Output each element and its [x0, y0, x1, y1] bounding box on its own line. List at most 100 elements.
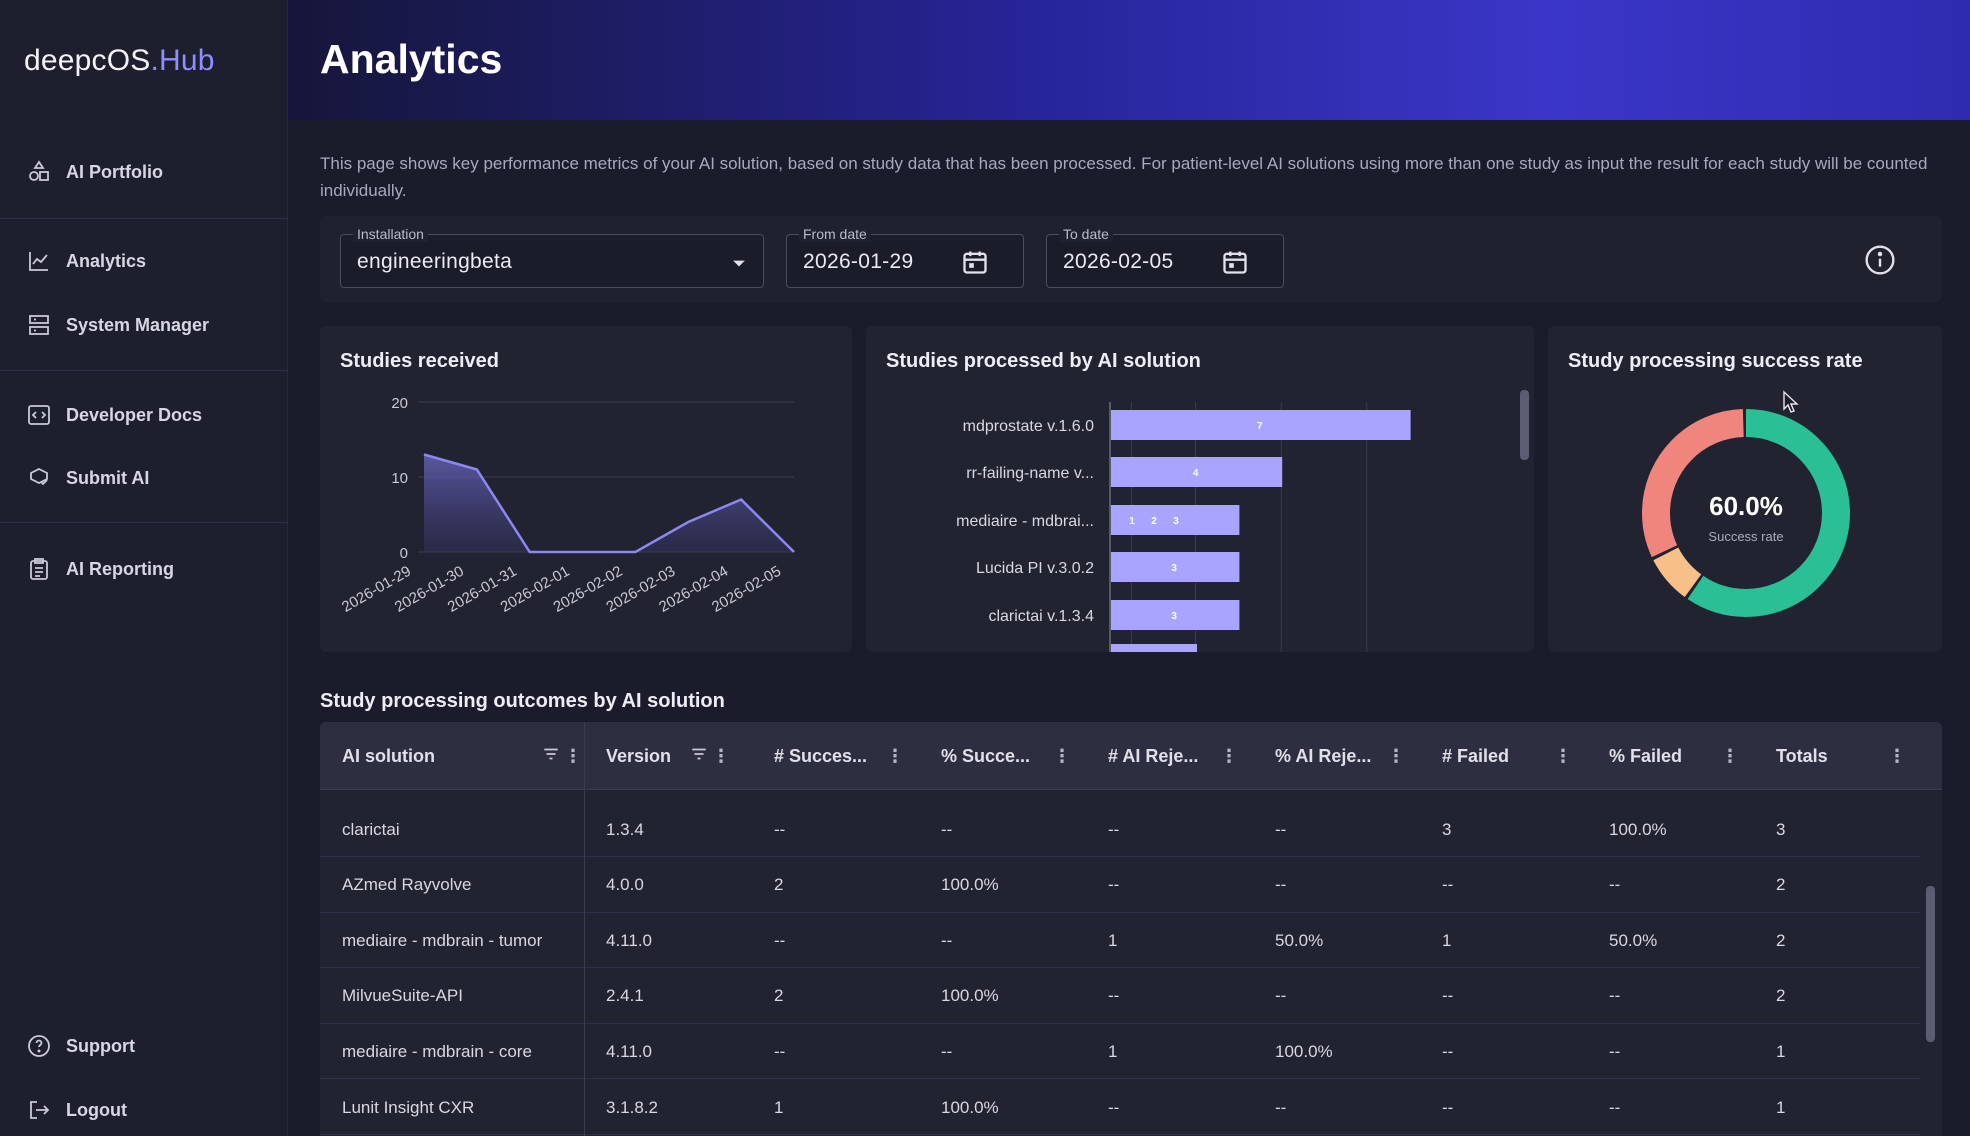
studies-processed-chart: mdprostate v.1.6.0 7 rr-failing-name v... 4…: [956, 402, 1411, 652]
studies-received-card: Studies received 0 10 20 2026-01-29 2026-01-…: [320, 326, 852, 652]
bar-value-label: 1: [1129, 516, 1135, 527]
page-description: This page shows key performance metrics …: [320, 154, 1928, 200]
cell-version: 1.3.4: [606, 819, 644, 839]
nav-divider: [0, 522, 288, 523]
sidebar-item-analytics[interactable]: Analytics: [0, 237, 288, 285]
bar[interactable]: [1111, 457, 1283, 487]
sidebar-item-label: Analytics: [66, 250, 147, 271]
bar-value-label: 3: [1171, 563, 1177, 574]
column-menu-icon[interactable]: ⋮: [1888, 745, 1906, 766]
table-row[interactable]: clarictai 1.3.4 -- -- -- -- 3 100.0% 3: [320, 802, 1920, 857]
logo-accent: .Hub: [150, 44, 215, 77]
table-row[interactable]: MilvueSuite-API 2.4.1 2 100.0% -- -- -- -- 2: [320, 969, 1920, 1024]
cell-failed-pct: 50.0%: [1609, 930, 1658, 950]
column-menu-icon[interactable]: ⋮: [1053, 745, 1071, 766]
column-menu-icon[interactable]: ⋮: [1554, 745, 1572, 766]
table-row[interactable]: mediaire - mdbrain - core 4.11.0 -- -- 1 100.…: [320, 1024, 1920, 1080]
table-header: AI solution ⋮ Version ⋮ # Succes... ⋮ % …: [320, 722, 1942, 790]
column-header-successes[interactable]: # Succes... ⋮: [774, 722, 904, 790]
info-icon[interactable]: [1864, 244, 1896, 276]
cell-ai-solution: clarictai: [342, 819, 400, 839]
calendar-icon[interactable]: [961, 248, 989, 276]
sidebar: deepcOS.Hub AI Portfolio Analytics Syste…: [0, 0, 288, 1136]
filter-icon[interactable]: [542, 745, 560, 768]
installation-label: Installation: [353, 226, 428, 242]
column-label: AI solution: [342, 745, 435, 766]
column-divider: [584, 790, 585, 1136]
bar[interactable]: [1111, 600, 1240, 630]
bar[interactable]: [1111, 410, 1411, 440]
shapes-icon: [26, 159, 52, 185]
cell-ai-rejected-pct: --: [1275, 819, 1287, 839]
cell-success-pct: --: [941, 930, 953, 950]
support-label: Support: [66, 1035, 135, 1056]
column-menu-icon[interactable]: ⋮: [1721, 745, 1739, 766]
nav-divider: [0, 218, 288, 219]
column-menu-icon[interactable]: ⋮: [886, 745, 904, 766]
cell-success-pct: 100.0%: [941, 986, 999, 1006]
column-menu-icon[interactable]: ⋮: [564, 745, 582, 766]
column-header-failed-pct[interactable]: % Failed ⋮: [1609, 722, 1739, 790]
y-tick-label: 0: [400, 545, 408, 562]
column-header-ai-rejected[interactable]: # AI Reje... ⋮: [1108, 722, 1238, 790]
sidebar-item-label: AI Portfolio: [66, 161, 163, 182]
chart-scrollbar[interactable]: [1520, 390, 1529, 460]
cell-success-pct: 100.0%: [941, 1097, 999, 1117]
sidebar-item-label: System Manager: [66, 314, 210, 335]
donut-slice[interactable]: [1642, 409, 1850, 617]
column-header-failed[interactable]: # Failed ⋮: [1442, 722, 1572, 790]
sidebar-item-system-manager[interactable]: System Manager: [0, 301, 288, 349]
cell-totals: 3: [1776, 819, 1786, 839]
cell-success-pct: --: [941, 1041, 953, 1061]
y-tick-label: 10: [391, 470, 408, 487]
cell-failed-pct: --: [1609, 1041, 1621, 1061]
column-menu-icon[interactable]: ⋮: [712, 745, 730, 766]
filter-icon[interactable]: [690, 745, 708, 768]
column-menu-icon[interactable]: ⋮: [1387, 745, 1405, 766]
cell-failed: 3: [1442, 819, 1452, 839]
column-header-ai-rejected-pct[interactable]: % AI Reje... ⋮: [1275, 722, 1405, 790]
page-header: Analytics: [288, 0, 1970, 120]
table-row[interactable]: mediaire - mdbrain - tumor 4.11.0 -- -- 1 50.…: [320, 913, 1920, 969]
column-header-version[interactable]: Version ⋮: [606, 722, 730, 790]
cell-totals: 2: [1776, 875, 1786, 895]
table-row[interactable]: AZmed Rayvolve 4.0.0 2 100.0% -- -- -- -- 2: [320, 858, 1920, 913]
filter-bar: Installation engineeringbeta From date 2…: [320, 216, 1942, 302]
sidebar-item-ai-portfolio[interactable]: AI Portfolio: [0, 148, 288, 196]
cell-failed: --: [1442, 1097, 1454, 1117]
app-logo[interactable]: deepcOS.Hub: [24, 44, 215, 78]
studies-processed-card: Studies processed by AI solution mdprost…: [866, 326, 1534, 652]
installation-value: engineeringbeta: [357, 250, 513, 273]
column-header-ai-solution[interactable]: AI solution ⋮: [342, 722, 582, 790]
column-label: # AI Reje...: [1108, 745, 1199, 766]
calendar-icon[interactable]: [1221, 248, 1249, 276]
sidebar-item-logout[interactable]: Logout: [0, 1086, 288, 1134]
column-header-totals[interactable]: Totals ⋮: [1776, 722, 1906, 790]
y-tick-label: 20: [391, 395, 408, 412]
to-date-label: To date: [1059, 226, 1113, 242]
to-date-field[interactable]: To date 2026-02-05: [1046, 226, 1284, 288]
from-date-field[interactable]: From date 2026-01-29: [786, 226, 1024, 288]
table-scrollbar[interactable]: [1926, 886, 1935, 1042]
column-header-success-pct[interactable]: % Succe... ⋮: [941, 722, 1071, 790]
installation-select[interactable]: Installation engineeringbeta: [340, 226, 764, 288]
outcomes-table: AI solution ⋮ Version ⋮ # Succes... ⋮ % …: [320, 722, 1942, 1136]
sidebar-item-ai-reporting[interactable]: AI Reporting: [0, 545, 288, 593]
server-icon: [26, 312, 52, 338]
bar[interactable]: [1111, 505, 1240, 535]
upload-icon: [26, 465, 52, 491]
category-label: mdprostate v.1.6.0: [963, 418, 1094, 435]
table-row[interactable]: Lunit Insight CXR 3.1.8.2 1 100.0% -- -- -- -- 1: [320, 1080, 1920, 1135]
cell-failed-pct: --: [1609, 1097, 1621, 1117]
sidebar-item-developer-docs[interactable]: Developer Docs: [0, 391, 288, 439]
bar[interactable]: [1111, 552, 1240, 582]
success-rate-title: Study processing success rate: [1568, 350, 1863, 372]
cell-successes: --: [774, 1041, 786, 1061]
mouse-cursor-icon: [1783, 390, 1799, 413]
cell-ai-rejected: 1: [1108, 1041, 1118, 1061]
sidebar-item-support[interactable]: Support: [0, 1022, 288, 1070]
area-fill: [424, 454, 794, 552]
donut-slice[interactable]: [1642, 409, 1850, 617]
column-menu-icon[interactable]: ⋮: [1220, 745, 1238, 766]
sidebar-item-submit-ai[interactable]: Submit AI: [0, 454, 288, 502]
